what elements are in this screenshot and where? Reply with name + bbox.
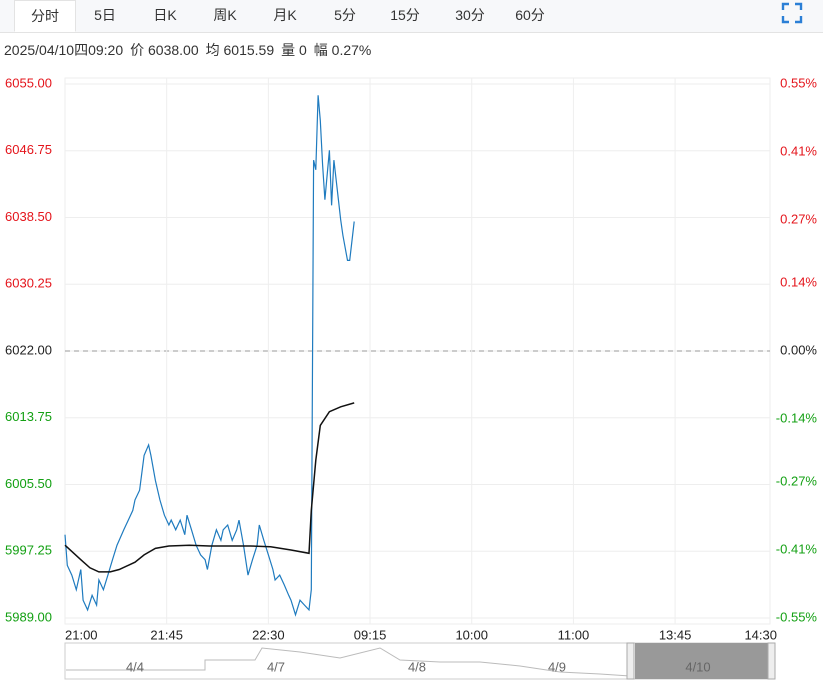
navigator-label: 4/10 (685, 659, 710, 674)
tab[interactable]: 15分 (390, 7, 420, 23)
tab[interactable]: 5分 (334, 7, 356, 23)
info-item: 量 0 (281, 42, 307, 58)
y-tick-label: 5997.25 (5, 543, 52, 558)
info-item: 均 6015.59 (205, 42, 275, 58)
info-item: 幅 0.27% (313, 42, 372, 58)
navigator-label: 4/7 (267, 659, 285, 674)
tab-bar: 分时 5日 日K 周K 月K 5分 15分 30分 60分 (0, 0, 823, 33)
y2-tick-label: 0.14% (780, 274, 817, 289)
info-item: 价 6038.00 (130, 42, 199, 58)
x-tick-label: 22:30 (252, 627, 285, 642)
fullscreen-icon[interactable] (782, 3, 802, 23)
y2-tick-label: 0.00% (780, 342, 817, 357)
y-tick-label: 5989.00 (5, 609, 52, 624)
y-tick-label: 6013.75 (5, 409, 52, 424)
tab[interactable]: 日K (153, 7, 177, 23)
tab[interactable]: 60分 (515, 7, 545, 23)
y-tick-label: 6055.00 (5, 75, 52, 90)
y-tick-label: 6005.50 (5, 476, 52, 491)
y2-tick-label: 0.55% (780, 75, 817, 90)
x-tick-label: 10:00 (455, 627, 488, 642)
y2-tick-label: -0.27% (776, 474, 818, 489)
y-tick-label: 6046.75 (5, 142, 52, 157)
y2-tick-label: -0.41% (776, 541, 818, 556)
x-tick-label: 09:15 (354, 627, 387, 642)
navigator-label: 4/9 (548, 659, 566, 674)
y-tick-label: 6038.50 (5, 209, 52, 224)
y2-tick-label: 0.41% (780, 143, 817, 158)
tab[interactable]: 30分 (455, 7, 485, 23)
y2-tick-label: -0.55% (776, 609, 818, 624)
y2-tick-label: -0.14% (776, 410, 818, 425)
x-tick-label: 14:30 (744, 627, 777, 642)
x-tick-label: 13:45 (659, 627, 692, 642)
tab[interactable]: 周K (213, 7, 237, 23)
navigator-window[interactable] (635, 643, 768, 679)
tab[interactable]: 分时 (14, 0, 76, 32)
fullscreen-glyph (781, 2, 803, 24)
navigator-handle[interactable] (767, 642, 776, 680)
x-tick-label: 21:45 (150, 627, 183, 642)
navigator-label: 4/8 (408, 659, 426, 674)
tab[interactable]: 月K (273, 7, 297, 23)
navigator-line (66, 647, 631, 677)
tab[interactable]: 5日 (94, 7, 116, 23)
series-line (64, 402, 355, 573)
navigator-handle[interactable] (626, 642, 635, 680)
x-tick-label: 11:00 (558, 627, 590, 642)
y-tick-label: 6022.00 (5, 342, 52, 357)
y-tick-label: 6030.25 (5, 276, 52, 291)
series-line (64, 95, 355, 617)
y2-tick-label: 0.27% (780, 211, 817, 226)
info-line: 2025/04/10四09:20 价 6038.00 均 6015.59 量 0 幅 0… (4, 40, 378, 60)
navigator-label: 4/4 (126, 659, 144, 674)
info-item: 2025/04/10四09:20 (4, 42, 124, 58)
x-tick-label: 21:00 (65, 627, 98, 642)
